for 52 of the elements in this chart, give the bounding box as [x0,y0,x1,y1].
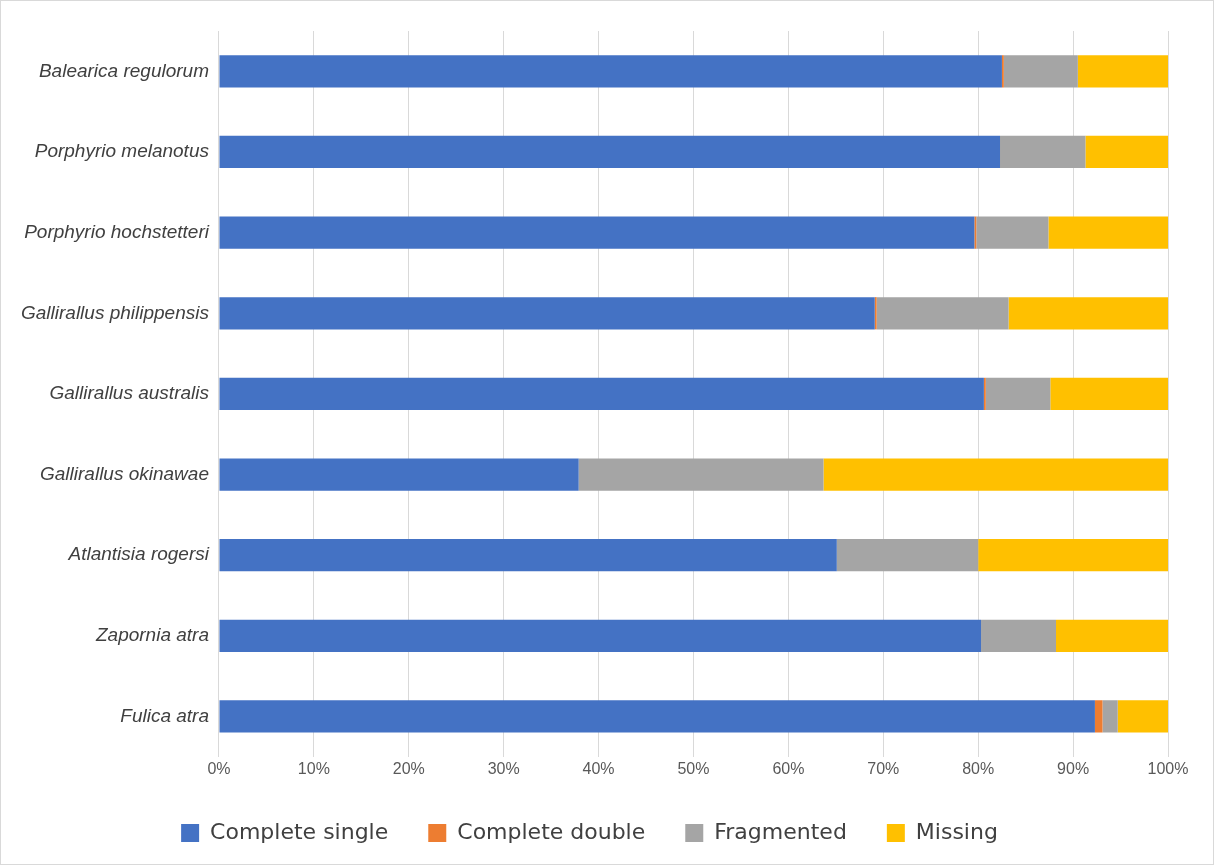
bar [1085,135,1168,169]
y-tick-label: Fulica atra [120,704,209,726]
bar [219,55,1002,88]
legend-label: Missing [915,818,998,844]
bar [219,700,1095,733]
bar [1003,55,1078,88]
x-tick-label: 40% [582,759,615,777]
bar [219,297,875,330]
y-tick-label: Gallirallus okinawae [40,462,209,484]
x-tick-label: 10% [297,759,330,777]
bar [876,297,1009,330]
bar [219,377,984,411]
bar [219,216,975,249]
bar [836,539,979,572]
legend-label: Complete double [457,818,646,844]
x-tick-label: 50% [677,759,710,777]
bar [219,135,1001,169]
x-tick-label: 80% [962,759,995,777]
bar [1050,377,1168,411]
y-tick-label: Atlantisia rogersi [67,543,210,565]
y-tick-label: Zapornia atra [94,624,209,646]
y-tick-label: Porphyrio melanotus [34,140,210,162]
bar [219,458,579,491]
x-tick-label: 90% [1057,759,1090,777]
y-tick-label: Gallirallus philippensis [20,301,210,323]
bar [1048,216,1168,249]
bar [978,539,1168,572]
y-tick-label: Balearica regulorum [38,59,209,81]
x-tick-label: 20% [392,759,425,777]
bar [1102,700,1118,733]
bar [976,216,1049,249]
bar [1000,135,1086,169]
bar [1077,55,1168,88]
bar [981,619,1057,652]
bar [823,458,1168,491]
bar [985,377,1051,411]
bar [1117,700,1168,733]
x-tick-label: 70% [867,759,900,777]
x-tick-label: 0% [207,759,231,777]
bar [1008,297,1168,330]
bar [1056,619,1168,652]
x-tick-label: 60% [772,759,805,777]
y-tick-label: Gallirallus australis [49,382,210,404]
bar [578,458,824,491]
legend-label: Fragmented [714,818,847,844]
bar [219,619,982,652]
y-tick-label: Porphyrio hochstetteri [24,220,210,242]
bar [219,539,837,572]
legend-label: Complete single [210,818,389,844]
x-tick-label: 30% [487,759,520,777]
bar [1094,700,1103,733]
x-tick-label: 100% [1147,759,1189,777]
